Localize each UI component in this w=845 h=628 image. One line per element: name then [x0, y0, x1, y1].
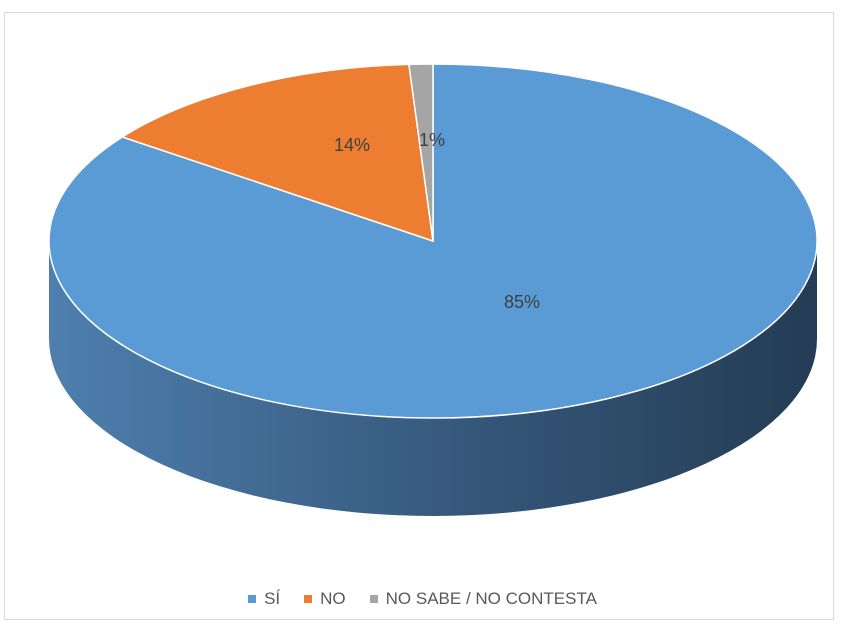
- pie-side-wall: [49, 241, 817, 516]
- pie-slice-2: [408, 63, 434, 242]
- slice-label-0: 85%: [504, 292, 540, 312]
- legend-item-2: NO SABE / NO CONTESTA: [369, 589, 597, 609]
- legend-label-2: NO SABE / NO CONTESTA: [385, 589, 597, 608]
- legend-label-1: NO: [320, 589, 346, 608]
- legend-item-0: SÍ: [248, 589, 280, 609]
- legend-swatch-0: [248, 595, 257, 603]
- legend-swatch-2: [369, 595, 378, 603]
- pie-slice-1: [120, 63, 434, 243]
- legend-item-1: NO: [304, 589, 346, 609]
- legend-swatch-1: [304, 595, 313, 603]
- slice-label-1: 14%: [334, 135, 370, 155]
- legend-label-0: SÍ: [264, 589, 281, 608]
- legend: SÍ NO NO SABE / NO CONTESTA: [0, 588, 845, 609]
- slice-label-2: 1%: [419, 130, 445, 150]
